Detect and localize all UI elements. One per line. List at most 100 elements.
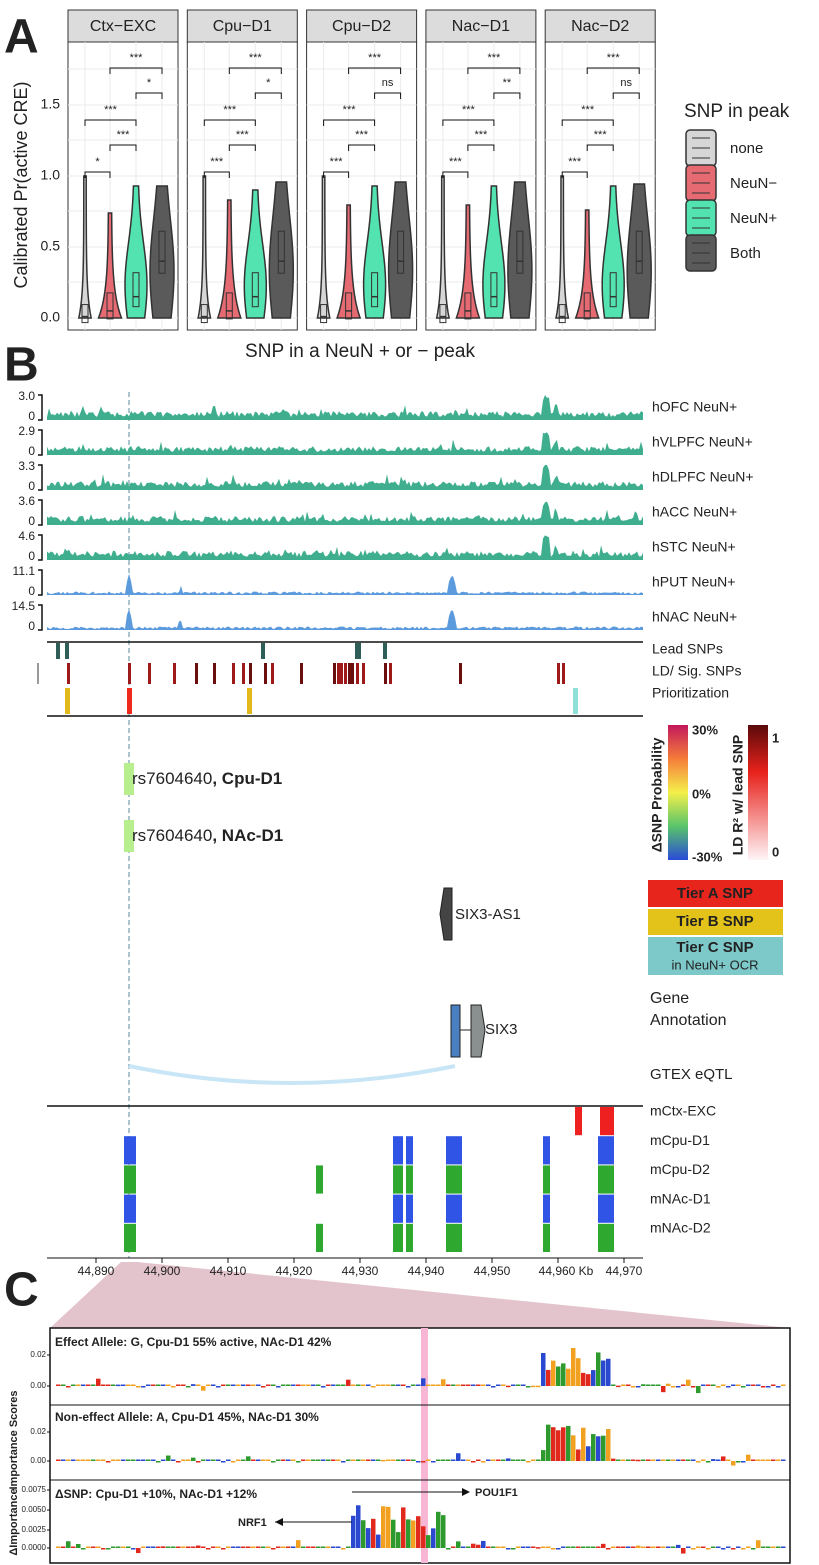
logo-letter (701, 1384, 706, 1386)
violin (507, 181, 533, 319)
logo-letter (591, 1546, 596, 1548)
logo-letter (646, 1459, 651, 1461)
model-block (406, 1223, 413, 1252)
logo-letter (106, 1461, 111, 1463)
logo-letter (746, 1384, 751, 1386)
logo-letter (411, 1520, 416, 1548)
logo-letter (766, 1386, 771, 1388)
logo-letter (651, 1546, 656, 1548)
prioritized-snp (573, 688, 578, 714)
logo-letter (631, 1386, 636, 1388)
logo-letter (451, 1546, 456, 1548)
sig-label: *** (210, 156, 224, 168)
logo-letter (571, 1546, 576, 1548)
logo-letter (311, 1384, 316, 1386)
logo-letter (381, 1459, 386, 1462)
logo-letter (736, 1384, 741, 1386)
ld-snp (348, 663, 351, 684)
logo-letter (651, 1384, 656, 1386)
boxplot (345, 292, 353, 320)
gene-six3-exon (450, 1004, 461, 1058)
logo-letter (141, 1546, 146, 1548)
boxplot (81, 304, 89, 324)
logo-letter (201, 1459, 206, 1461)
logo-letter (521, 1546, 526, 1548)
logo-letter (366, 1459, 371, 1461)
coverage-track (47, 573, 643, 595)
logo-letter (286, 1384, 291, 1386)
model-block (575, 1107, 582, 1136)
lead-snp (355, 643, 361, 659)
logo-letter (146, 1546, 151, 1548)
logo-letter (566, 1425, 571, 1461)
logo-letter (586, 1446, 591, 1461)
logo-letter (571, 1348, 576, 1386)
sig-bracket (135, 92, 163, 99)
sig-bracket (84, 171, 111, 178)
logo-letter (121, 1546, 126, 1548)
logo-letter (446, 1384, 451, 1386)
logo-letter (636, 1545, 641, 1548)
model-block (598, 1223, 614, 1252)
logo-letter (116, 1546, 121, 1548)
ld-snp (337, 663, 340, 684)
logo-letter (356, 1384, 361, 1386)
logo-letter (91, 1546, 96, 1548)
logo-letter (436, 1459, 441, 1461)
ld-snp (213, 663, 216, 684)
logo-letter (621, 1546, 626, 1548)
scale-bracket (38, 464, 43, 491)
sig-label: *** (355, 129, 369, 141)
boxplot (558, 304, 566, 324)
logo-letter (76, 1384, 81, 1386)
track-label: hDLPFC NeuN+ (652, 469, 754, 485)
model-block (543, 1136, 550, 1165)
track-min: 0 (28, 444, 35, 458)
logo-letter (331, 1459, 336, 1461)
logo-letter (101, 1548, 106, 1550)
boxplot (439, 304, 447, 324)
violin (77, 175, 93, 319)
logo-letter (726, 1546, 731, 1548)
logo-letter (766, 1546, 771, 1548)
logo-letter (686, 1379, 691, 1386)
logo-letter (591, 1434, 596, 1461)
logo-letter (176, 1546, 181, 1548)
track-max: 4.6 (18, 529, 35, 543)
track-label: mNAc-D2 (650, 1220, 711, 1236)
logo-letter (356, 1505, 361, 1548)
logo-letter (661, 1386, 666, 1393)
logo-letter (686, 1546, 691, 1548)
track-label: hPUT NeuN+ (652, 574, 735, 590)
violin (124, 185, 148, 319)
logo-letter (456, 1384, 461, 1386)
logo-letter (576, 1358, 581, 1386)
logo-letter (101, 1459, 106, 1461)
logo-letter (161, 1459, 166, 1461)
violin (362, 185, 387, 319)
logo-letter (361, 1459, 366, 1461)
logo-letter (356, 1459, 361, 1461)
logo-letter (306, 1546, 311, 1548)
logo-letter (346, 1546, 351, 1548)
logo-letter (326, 1384, 331, 1386)
logo-letter (721, 1384, 726, 1386)
model-block (600, 1107, 614, 1136)
logo-letter (441, 1379, 446, 1386)
ld-snp (351, 663, 354, 684)
logo-letter (416, 1384, 421, 1386)
logo-letter (501, 1546, 506, 1548)
logo-letter (596, 1436, 601, 1461)
logo-letter (271, 1461, 276, 1463)
logo-letter (726, 1459, 731, 1461)
lead-snp (383, 643, 387, 659)
logo-letter (776, 1546, 781, 1548)
logo-letter (381, 1506, 386, 1548)
boxplot (106, 292, 114, 320)
legend-label: NeuN+ (730, 210, 777, 227)
logo-letter (61, 1459, 66, 1461)
logo-letter (751, 1459, 756, 1461)
logo-letter (236, 1384, 241, 1386)
logo-letter (731, 1384, 736, 1386)
logo-letter (121, 1384, 126, 1386)
